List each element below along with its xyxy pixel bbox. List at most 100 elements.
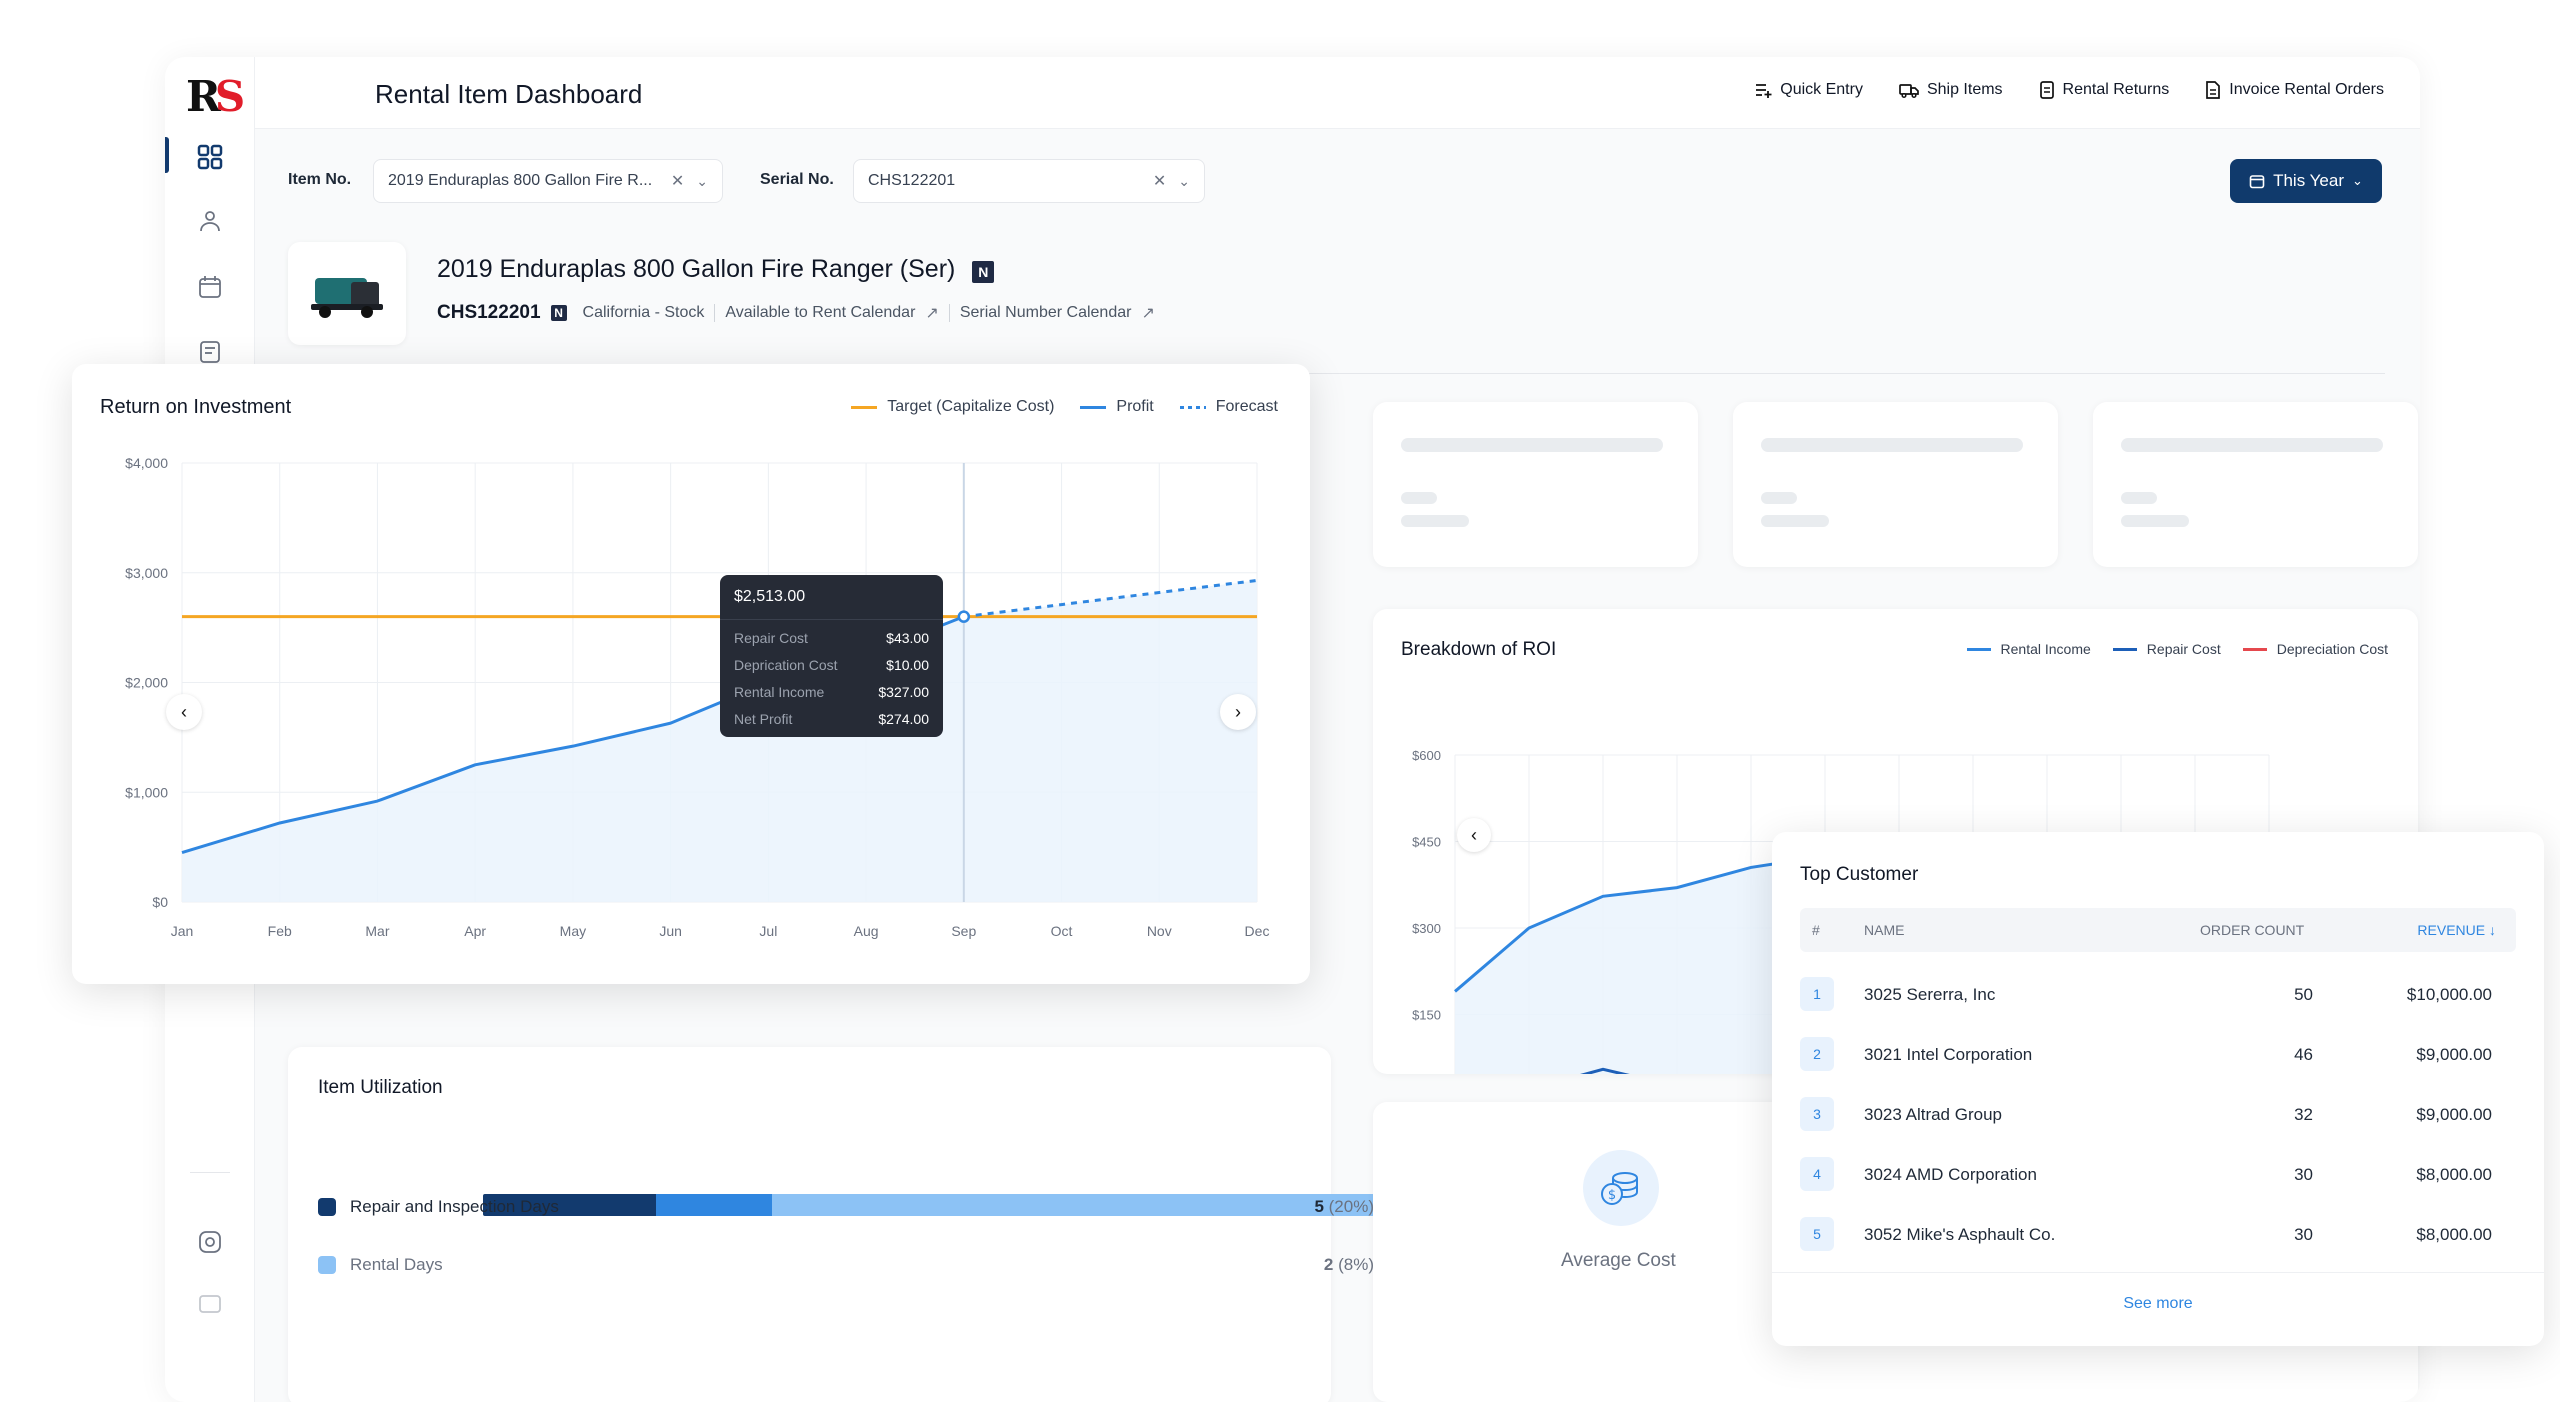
external-link-icon[interactable]: ↗ — [925, 305, 939, 322]
item-no-select[interactable]: 2019 Enduraplas 800 Gallon Fire R... ✕ ⌄ — [373, 159, 723, 203]
support-icon[interactable] — [195, 1227, 225, 1257]
chevron-down-icon[interactable]: ⌄ — [1178, 172, 1190, 189]
quick-entry-icon — [1756, 84, 1772, 98]
external-link-icon[interactable]: ↗ — [1141, 305, 1155, 322]
serial-no-select[interactable]: CHS122201 ✕ ⌄ — [853, 159, 1205, 203]
legend-rental-income[interactable]: Rental Income — [1966, 641, 2091, 657]
invoice-rental-orders-button[interactable]: Invoice Rental Orders — [2205, 81, 2384, 99]
quick-entry-label: Quick Entry — [1780, 81, 1863, 98]
chart-prev-button[interactable]: ‹ — [166, 694, 202, 730]
breakdown-prev-button[interactable]: ‹ — [1457, 818, 1491, 852]
legend-repair-cost[interactable]: Repair Cost — [2112, 641, 2221, 657]
app-logo[interactable]: RS — [186, 72, 245, 121]
y-tick-label: $600 — [1412, 748, 1441, 763]
tooltip-divider — [720, 619, 943, 620]
utilization-legend-item: Rental Days 2 (8%) — [318, 1255, 1374, 1275]
sort-desc-icon: ↓ — [2489, 922, 2496, 938]
top-customer-title: Top Customer — [1800, 864, 1919, 885]
n-badge-icon: N — [550, 305, 567, 321]
ship-items-button[interactable]: Ship Items — [1899, 81, 2003, 99]
chevron-down-icon[interactable]: ⌄ — [696, 172, 708, 189]
chevron-left-icon: ‹ — [1471, 824, 1477, 845]
y-tick-label: $150 — [1412, 1008, 1441, 1023]
users-icon[interactable] — [195, 207, 225, 237]
table-row[interactable]: 4 3024 AMD Corporation 30 $8,000.00 — [1800, 1152, 2516, 1192]
kpi-card-placeholder — [1733, 402, 2058, 567]
x-tick-label: Jun — [659, 923, 682, 939]
utilization-label: Rental Days — [350, 1255, 443, 1274]
tooltip-row: Repair Cost $43.00 — [734, 630, 929, 646]
legend-forecast[interactable]: Forecast — [1179, 398, 1278, 416]
x-tick-label: Nov — [1147, 923, 1172, 939]
item-thumbnail — [288, 242, 406, 345]
dashboard-icon[interactable] — [195, 142, 225, 172]
order-count: 46 — [2294, 1045, 2313, 1064]
utilization-legend-item: Repair and Inspection Days 5 (20%) — [318, 1197, 1374, 1217]
item-serial: CHS122201 — [437, 302, 541, 323]
chart-tooltip: $2,513.00 Repair Cost $43.00 Deprication … — [720, 575, 943, 737]
roi-chart: $0 $1,000 $2,000 $3,000 $4,000 Jan Feb Mar Apr Ma… — [125, 455, 1269, 939]
coins-icon: $ — [1583, 1150, 1659, 1226]
top-bar: Rental Item Dashboard Quick Entry Ship I… — [255, 57, 2420, 129]
rank-badge: 4 — [1800, 1157, 1834, 1191]
customer-name[interactable]: 3025 Sererra, Inc — [1864, 985, 1996, 1004]
rental-returns-button[interactable]: Rental Returns — [2039, 81, 2170, 99]
col-revenue[interactable]: REVENUE ↓ — [2417, 922, 2496, 938]
legend-target[interactable]: Target (Capitalize Cost) — [851, 398, 1054, 416]
divider — [948, 304, 950, 322]
return-doc-icon — [2039, 81, 2054, 99]
table-row[interactable]: 5 3052 Mike's Asphault Co. 30 $8,000.00 — [1800, 1212, 2516, 1252]
invoice-icon — [2206, 81, 2221, 99]
y-tick-label: $450 — [1412, 835, 1441, 850]
quick-entry-button[interactable]: Quick Entry — [1754, 81, 1863, 99]
rental-returns-label: Rental Returns — [2062, 81, 2170, 98]
document-icon[interactable] — [195, 337, 225, 367]
clear-icon[interactable]: ✕ — [1152, 173, 1167, 190]
period-select-button[interactable]: This Year ⌄ — [2230, 159, 2382, 203]
customer-name[interactable]: 3023 Altrad Group — [1864, 1105, 2002, 1124]
table-row[interactable]: 1 3025 Sererra, Inc 50 $10,000.00 — [1800, 972, 2516, 1012]
col-order-count[interactable]: ORDER COUNT — [2200, 922, 2305, 938]
average-cost-label: Average Cost — [1561, 1250, 1676, 1271]
x-tick-label: Sep — [951, 923, 976, 939]
y-tick-label: $0 — [152, 894, 168, 910]
calendar-icon[interactable] — [195, 272, 225, 302]
customer-name[interactable]: 3052 Mike's Asphault Co. — [1864, 1225, 2056, 1244]
serial-calendar-link[interactable]: Serial Number Calendar — [959, 304, 1132, 321]
revenue: $8,000.00 — [2416, 1165, 2492, 1184]
hover-point — [957, 610, 971, 623]
legend-depreciation-cost[interactable]: Depreciation Cost — [2242, 641, 2388, 657]
settings-icon[interactable] — [195, 1289, 225, 1319]
tooltip-row: Deprication Cost $10.00 — [734, 657, 929, 673]
table-row[interactable]: 3 3023 Altrad Group 32 $9,000.00 — [1800, 1092, 2516, 1132]
legend-swatch — [318, 1198, 336, 1216]
item-no-label: Item No. — [288, 171, 352, 188]
customer-name[interactable]: 3024 AMD Corporation — [1864, 1165, 2037, 1184]
breakdown-title: Breakdown of ROI — [1401, 639, 1557, 660]
x-tick-label: Jan — [171, 923, 194, 939]
utilization-segment — [771, 1194, 1451, 1216]
breakdown-legend: Rental Income Repair Cost Depreciation C… — [1966, 641, 2388, 657]
table-row[interactable]: 2 3021 Intel Corporation 46 $9,000.00 — [1800, 1032, 2516, 1072]
x-tick-label: Oct — [1051, 923, 1073, 939]
tooltip-row: Rental Income $327.00 — [734, 684, 929, 700]
customer-name[interactable]: 3021 Intel Corporation — [1864, 1045, 2033, 1064]
utilization-value: 5 (20%) — [1314, 1197, 1374, 1216]
item-location: California - Stock — [582, 304, 705, 321]
legend-profit[interactable]: Profit — [1080, 398, 1154, 416]
order-count: 50 — [2294, 985, 2313, 1004]
chart-next-button[interactable]: › — [1220, 694, 1256, 730]
col-name[interactable]: NAME — [1864, 922, 1905, 938]
ship-items-label: Ship Items — [1926, 81, 2003, 98]
x-tick-label: Jul — [759, 923, 777, 939]
revenue: $9,000.00 — [2416, 1105, 2492, 1124]
clear-icon[interactable]: ✕ — [670, 173, 685, 190]
item-subtitle: CHS122201 N California - Stock Available… — [437, 302, 1155, 324]
rank-badge: 1 — [1800, 977, 1834, 1011]
rank-badge: 3 — [1800, 1097, 1834, 1131]
see-more-link[interactable]: See more — [2123, 1295, 2193, 1312]
available-calendar-link[interactable]: Available to Rent Calendar — [725, 304, 916, 321]
sidebar-divider — [190, 1172, 230, 1173]
n-badge-icon: N — [972, 261, 995, 283]
utilization-label: Repair and Inspection Days — [350, 1197, 559, 1216]
